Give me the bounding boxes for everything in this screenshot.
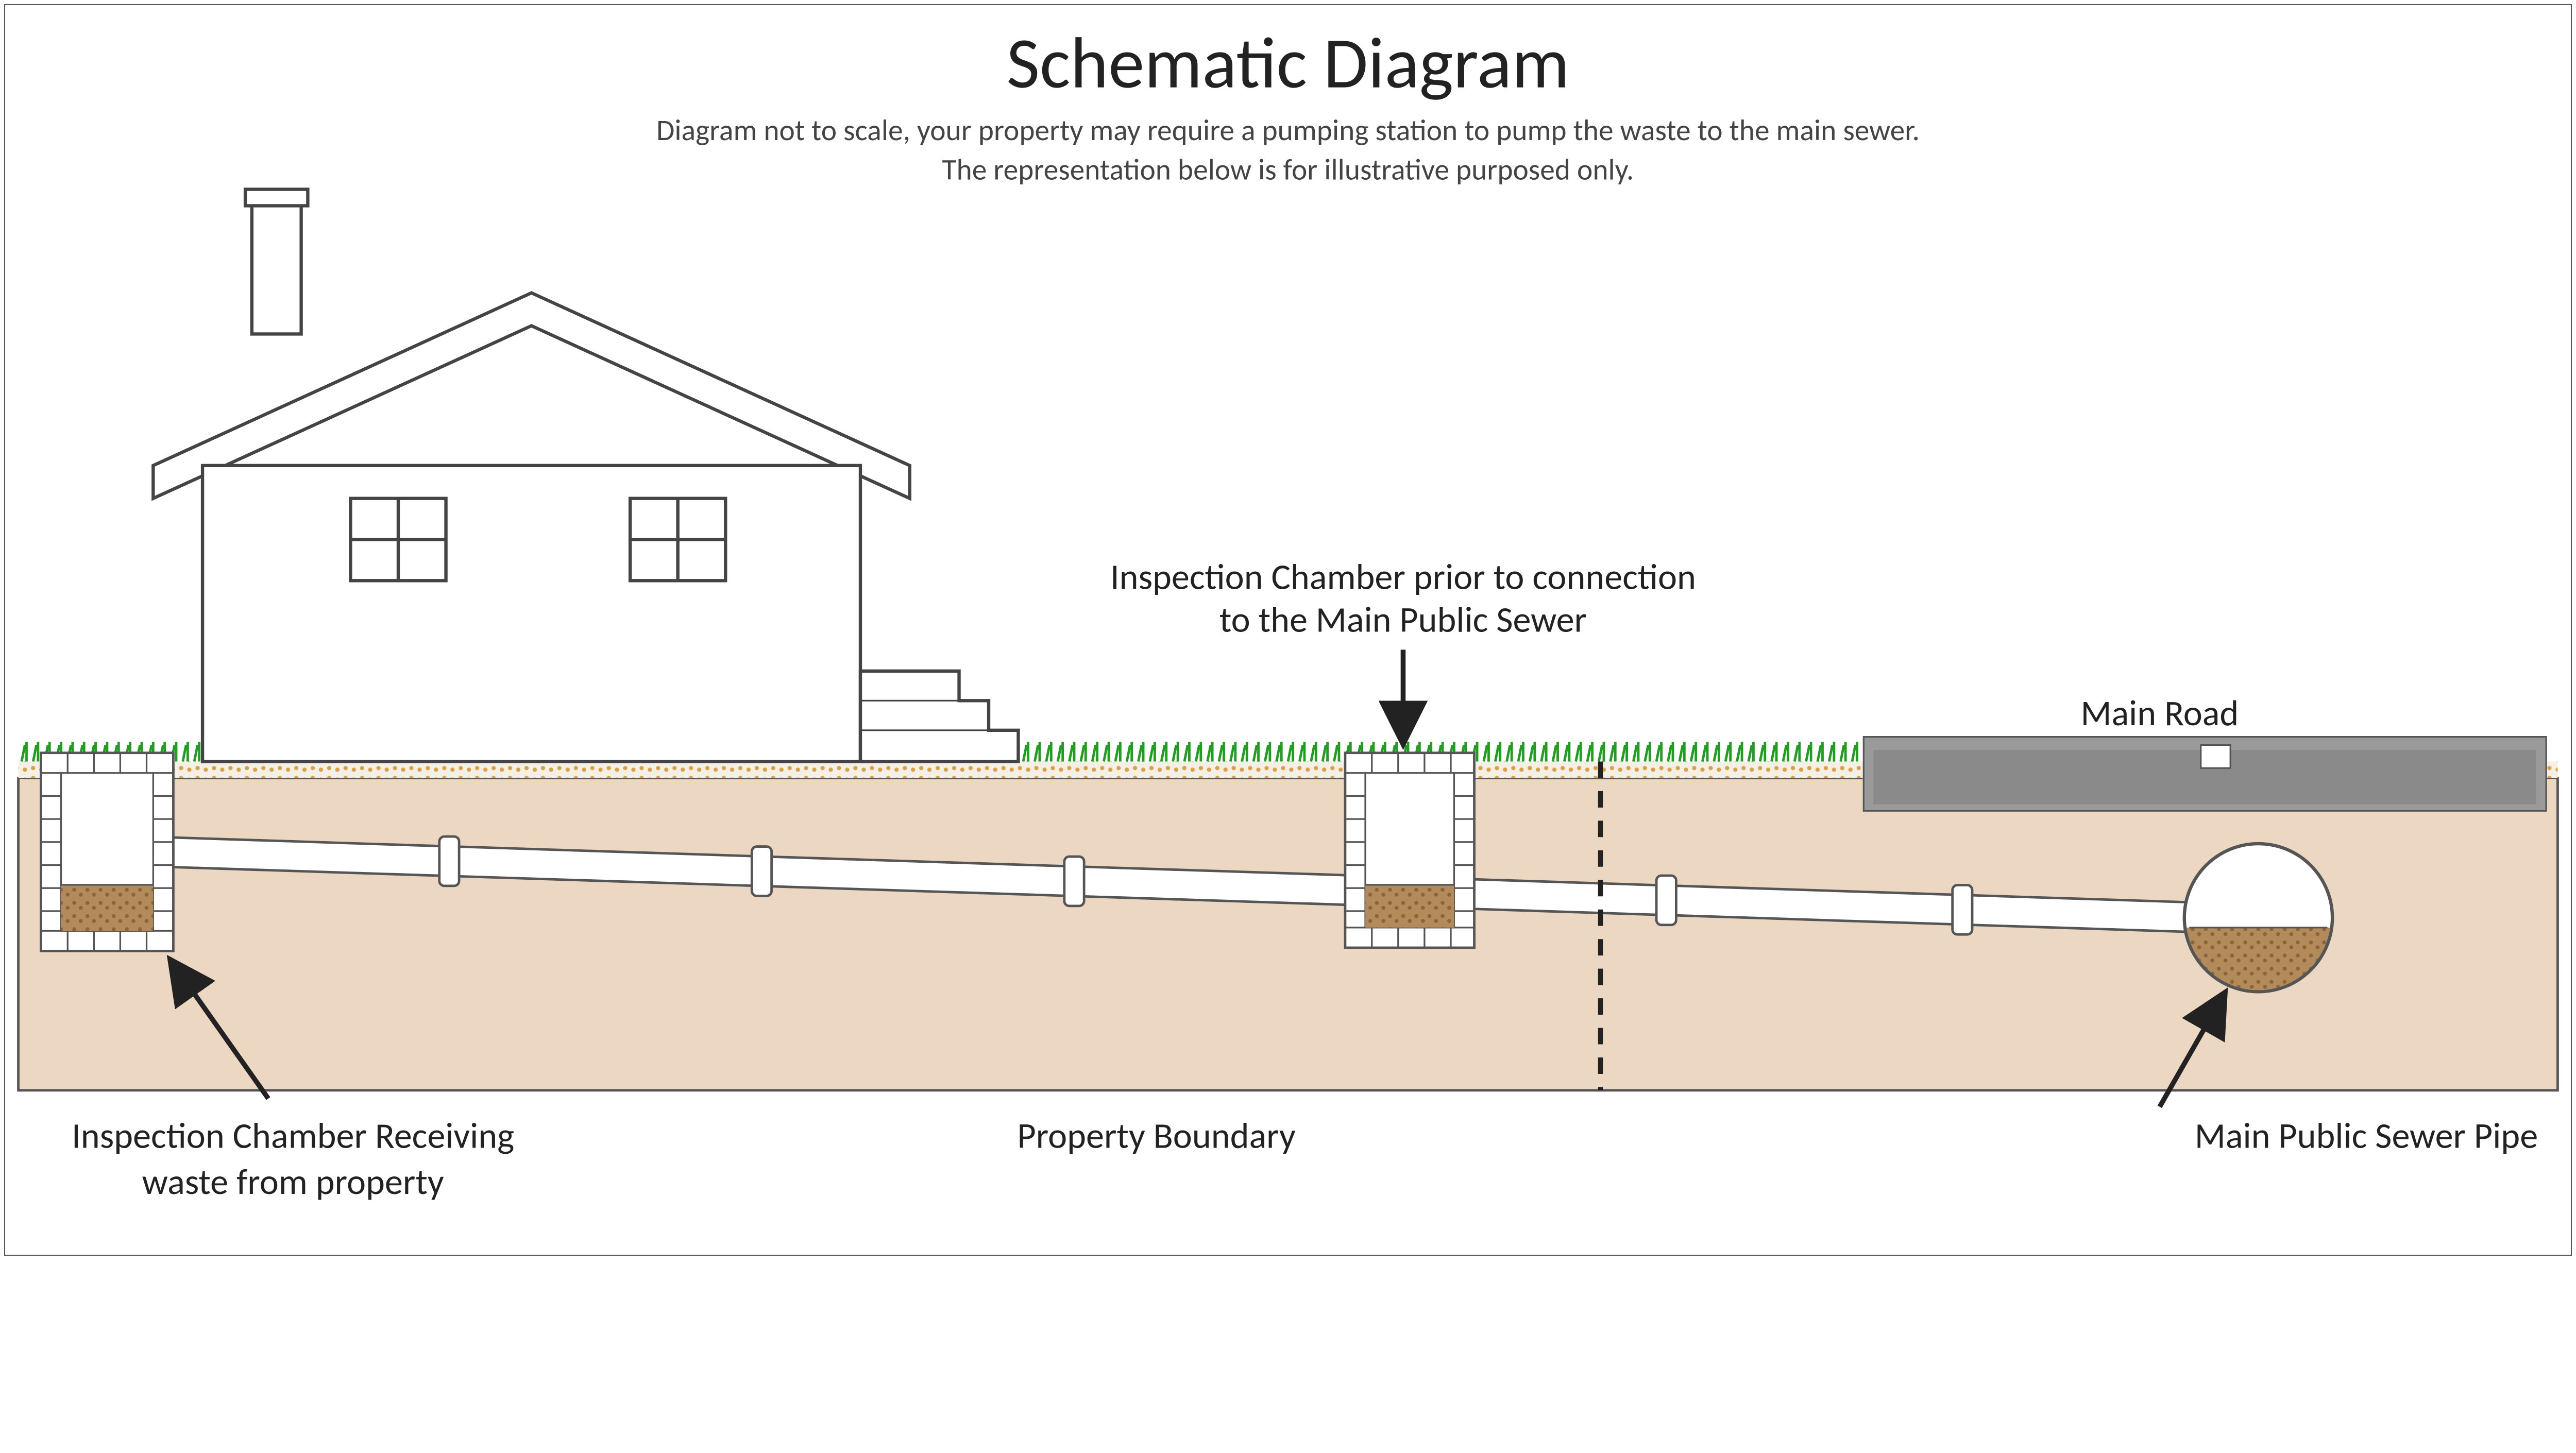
label-text: Inspection Chamber Receiving [72, 1114, 514, 1158]
title-text: Schematic Diagram [1007, 19, 1570, 107]
label-property_boundary: Property Boundary [1017, 1114, 1296, 1158]
label-main_road: Main Road [2081, 691, 2239, 735]
pipe-joint [1953, 885, 1972, 934]
schematic-diagram: Schematic Diagram Diagram not to scale, y… [5, 5, 2571, 1255]
label-text: Inspection Chamber prior to connection [1110, 554, 1696, 599]
subtitle-line2: The representation below is for illustra… [942, 151, 1634, 187]
soil [19, 778, 2558, 1090]
diagram-frame: Schematic Diagram Diagram not to scale, y… [4, 4, 2572, 1256]
pipe-joint [1064, 857, 1084, 906]
house-window [630, 499, 725, 581]
house-window [350, 499, 446, 581]
inspection-chamber-receiving [41, 753, 173, 950]
pipe-joint [752, 847, 771, 896]
label-text: Main Public Sewer Pipe [2195, 1114, 2538, 1158]
label-text: to the Main Public Sewer [1219, 597, 1587, 641]
pipe-joint [1656, 876, 1676, 925]
label-text: Main Road [2081, 691, 2239, 735]
road-marker [2201, 745, 2230, 768]
label-text: waste from property [142, 1159, 444, 1204]
inspection-chamber-prior [1346, 753, 1474, 947]
label-text: Property Boundary [1017, 1114, 1296, 1158]
subtitle-line1: Diagram not to scale, your property may … [656, 112, 1920, 148]
pipe-joint [439, 836, 459, 886]
